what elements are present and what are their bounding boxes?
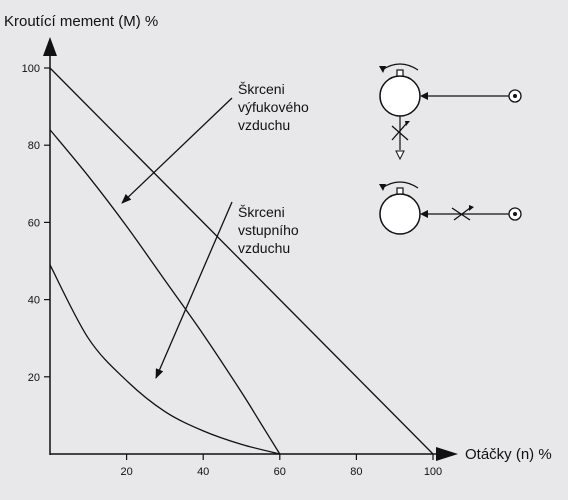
- y-tick-label: 40: [28, 295, 40, 307]
- x-tick-label: 40: [197, 466, 209, 478]
- x-tick-label: 20: [120, 466, 132, 478]
- y-tick-label: 100: [22, 63, 40, 75]
- annotation-intake-arrow: [155, 201, 233, 379]
- annotation-exhaust: Škrceni výfukového vzduchu: [238, 81, 313, 133]
- annotation-intake-line-2: vstupního: [238, 222, 299, 238]
- annotation-exhaust-line-1: Škrceni: [238, 81, 285, 97]
- y-axis-label: Kroutící mement (M) %: [4, 13, 158, 30]
- annotation-exhaust-line-2: výfukového: [238, 99, 309, 115]
- y-axis-arrow-icon: [43, 37, 57, 56]
- exhaust-throttle-schematic-icon: [379, 63, 522, 161]
- series-line-1: [49, 67, 434, 455]
- y-tick-label: 60: [28, 217, 40, 229]
- x-tick-label: 100: [424, 466, 442, 478]
- series-line-3: [49, 264, 280, 455]
- x-axis-arrow-icon: [436, 447, 458, 461]
- x-tick-label: 80: [350, 466, 362, 478]
- annotation-intake: Škrceni vstupního vzduchu: [238, 204, 303, 256]
- y-tick-label: 80: [28, 140, 40, 152]
- axis-ticks: 20 40 60 80 100 20 40 60 80 100: [22, 63, 443, 478]
- annotation-intake-line-1: Škrceni: [238, 204, 285, 220]
- y-tick-label: 20: [28, 372, 40, 384]
- x-tick-label: 60: [274, 466, 286, 478]
- annotation-intake-line-3: vzduchu: [238, 240, 290, 256]
- series-line-2: [49, 129, 281, 455]
- annotation-exhaust-line-3: vzduchu: [238, 117, 290, 133]
- intake-throttle-schematic-icon: [379, 181, 522, 235]
- annotation-exhaust-arrow: [121, 97, 233, 204]
- x-axis-label: Otáčky (n) %: [465, 446, 552, 463]
- series-group: [49, 67, 434, 455]
